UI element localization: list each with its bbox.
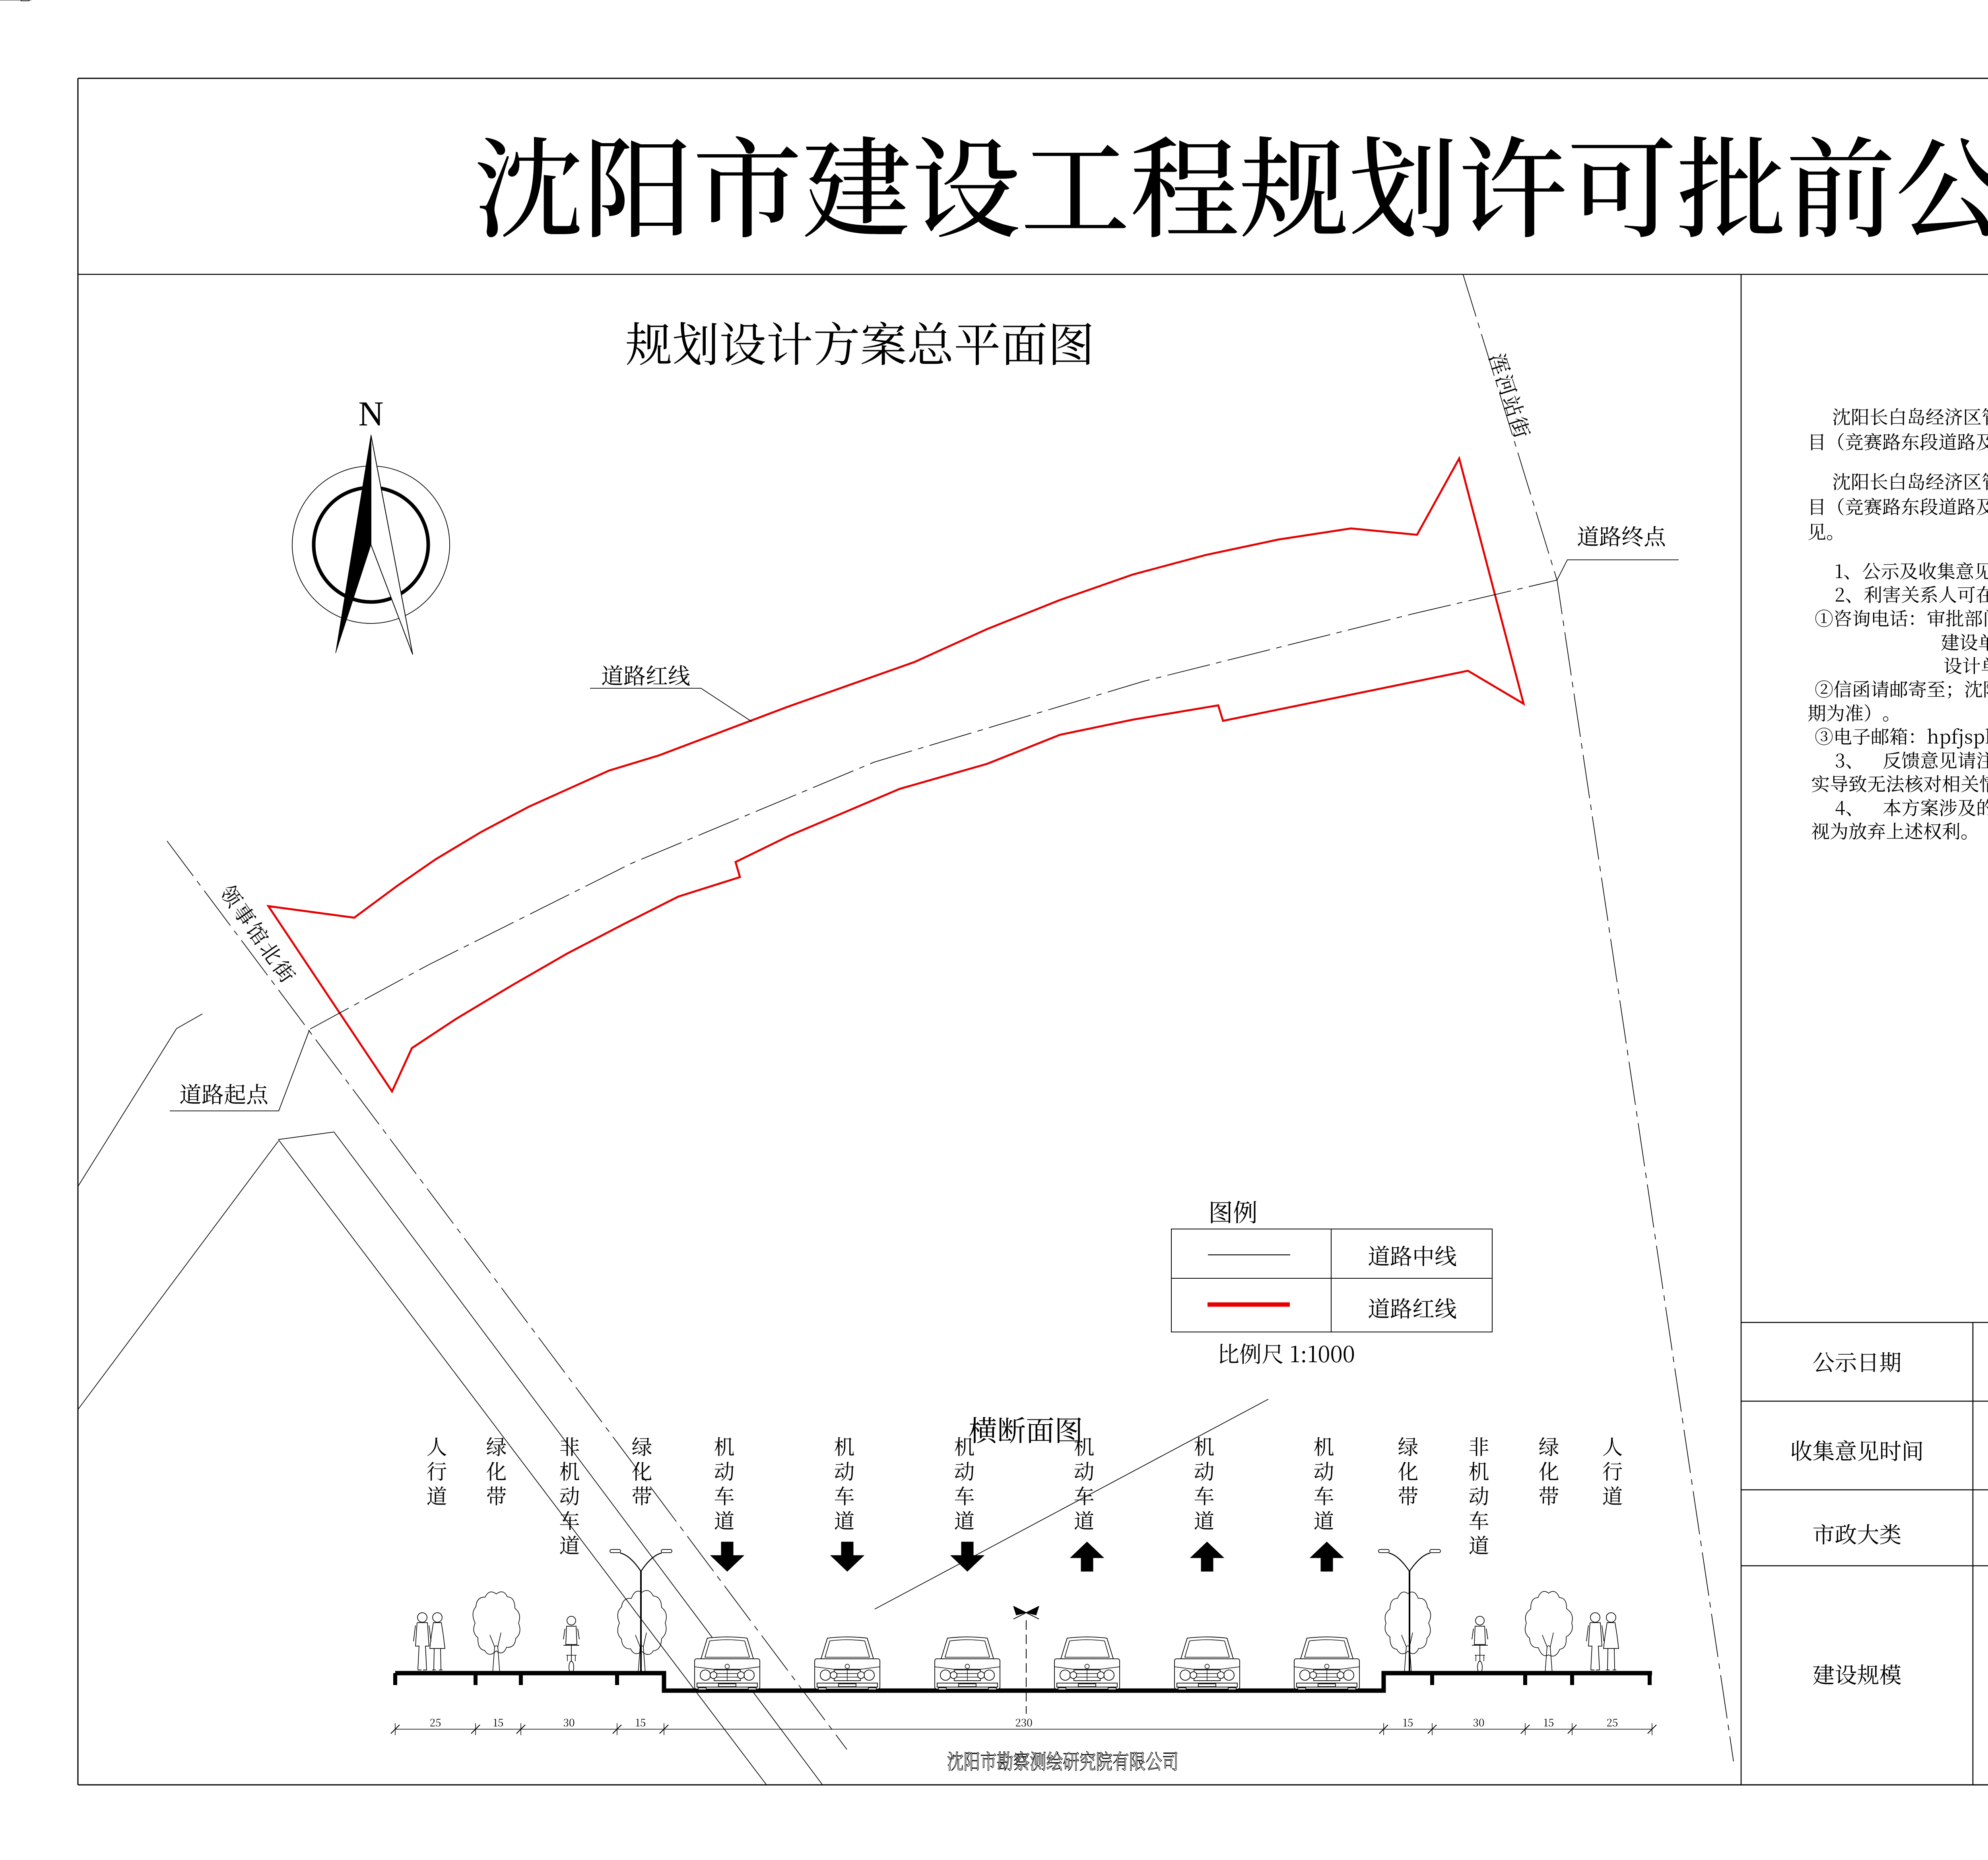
svg-text:15: 15 (635, 1715, 646, 1730)
svg-text:N: N (358, 395, 384, 433)
svg-text:30: 30 (563, 1715, 575, 1730)
svg-text:15: 15 (493, 1715, 504, 1730)
svg-text:30: 30 (1473, 1715, 1485, 1730)
svg-text:15: 15 (1543, 1715, 1554, 1730)
svg-text:15: 15 (1403, 1715, 1413, 1730)
svg-text:道路终点: 道路终点 (1577, 520, 1666, 551)
svg-text:横断面图: 横断面图 (969, 1408, 1083, 1449)
svg-text:领事馆北街: 领事馆北街 (214, 878, 305, 990)
svg-text:道路中线: 道路中线 (1368, 1239, 1457, 1271)
svg-text:比例尺 1:1000: 比例尺 1:1000 (1217, 1337, 1355, 1369)
svg-text:25: 25 (429, 1715, 441, 1730)
svg-text:浑河站街: 浑河站街 (1483, 349, 1540, 443)
svg-text:25: 25 (1606, 1715, 1618, 1730)
svg-text:图例: 图例 (1208, 1193, 1258, 1229)
svg-text:道路红线: 道路红线 (1368, 1292, 1457, 1324)
svg-text:230: 230 (1015, 1715, 1032, 1730)
svg-text:道路红线: 道路红线 (601, 659, 690, 691)
svg-text:道路起点: 道路起点 (179, 1078, 269, 1109)
